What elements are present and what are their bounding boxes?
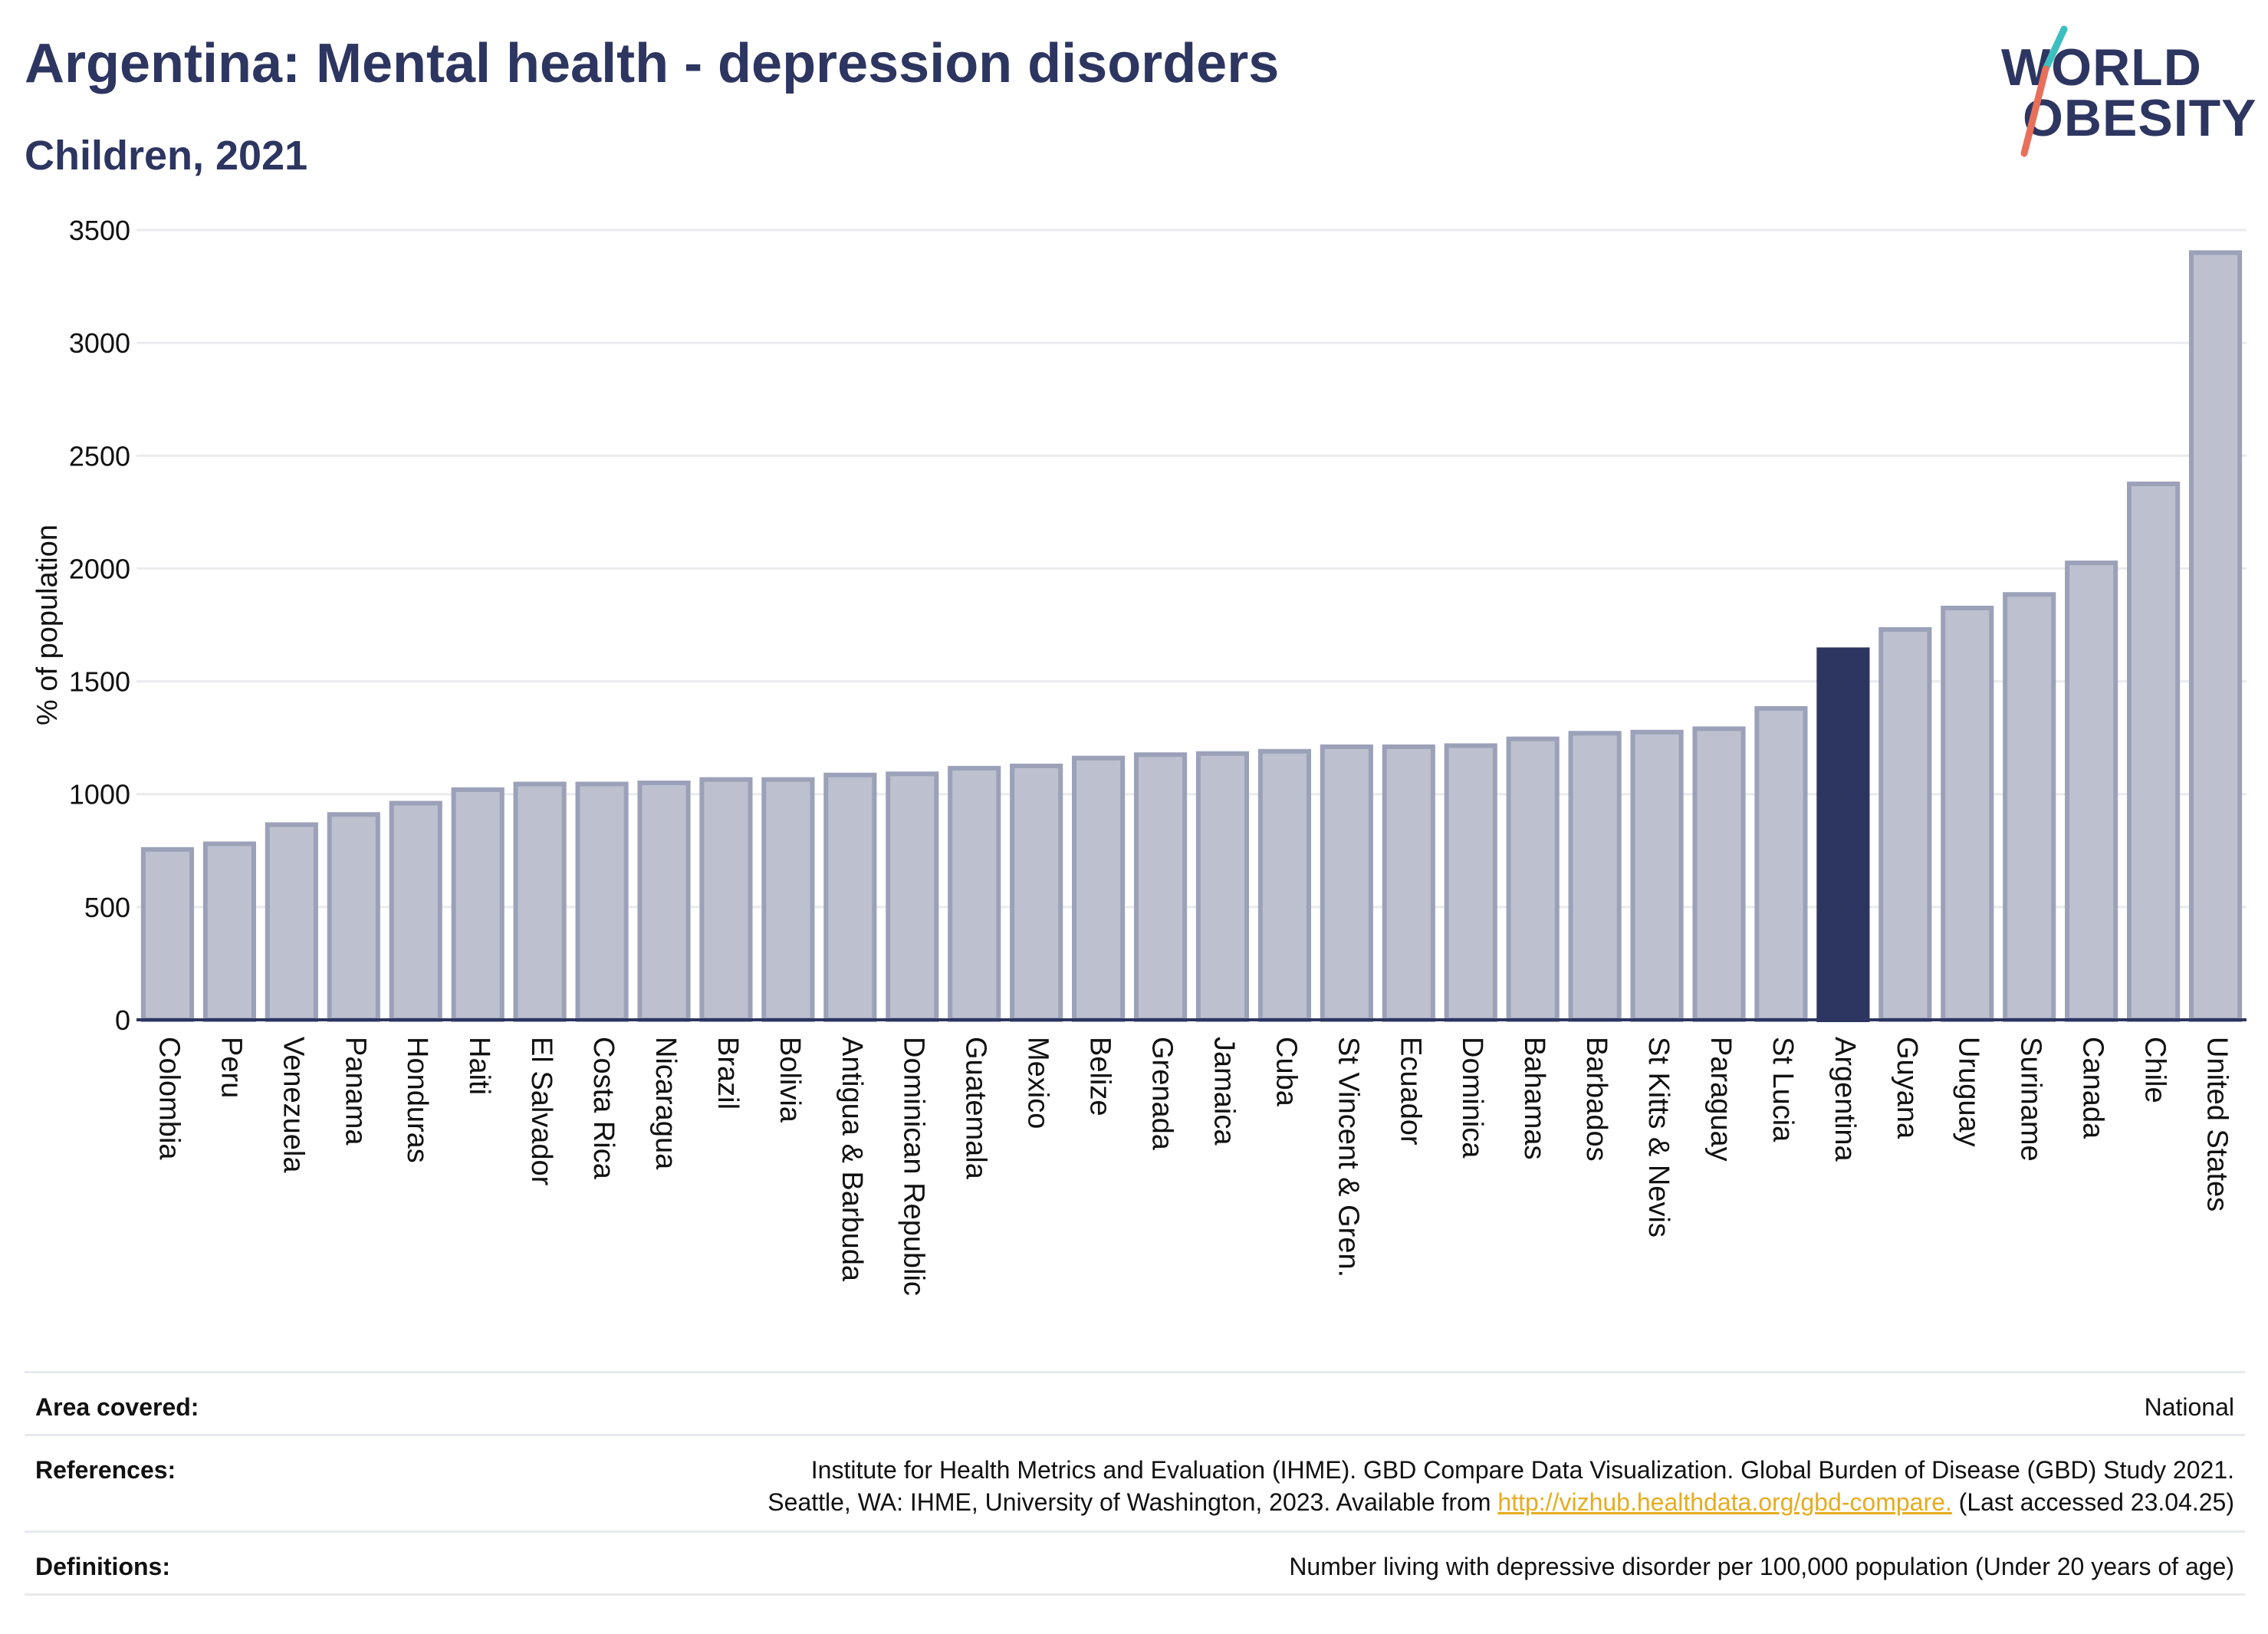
- x-tick-label: Chile: [2139, 1037, 2171, 1103]
- references-link[interactable]: http://vizhub.healthdata.org/gbd-compare…: [1497, 1488, 1952, 1516]
- x-tick-label: Ecuador: [1394, 1037, 1426, 1146]
- bar: [1320, 744, 1373, 1023]
- bar: [761, 777, 815, 1022]
- x-tick-label: Guyana: [1891, 1037, 1923, 1139]
- x-tick-label: Cuba: [1270, 1037, 1302, 1107]
- x-tick-label: Guatemala: [960, 1037, 992, 1180]
- x-tick-label: Bolivia: [774, 1037, 806, 1123]
- bar: [637, 781, 691, 1022]
- x-tick-label: Brazil: [712, 1037, 744, 1110]
- bar: [451, 787, 505, 1022]
- x-tick-label: El Salvador: [525, 1037, 557, 1186]
- y-tick-label: 2500: [69, 440, 130, 472]
- area-covered-label: Area covered:: [35, 1393, 199, 1421]
- logo-line-2: OBESITY: [2023, 89, 2257, 147]
- logo-slash-icon: [2020, 25, 2068, 157]
- bar-chart: 0 500 1000 1500 2000 2500 3000 3500 % of populat…: [31, 215, 2247, 1296]
- bar: [886, 771, 939, 1022]
- references-line-2: Seattle, WA: IHME, University of Washing…: [768, 1488, 2234, 1517]
- x-tick-label: Paraguay: [1704, 1037, 1737, 1162]
- x-tick-label: Peru: [215, 1037, 247, 1098]
- bar: [1941, 605, 1994, 1022]
- bar: [1444, 743, 1497, 1022]
- x-tick-label: Dominican Republic: [898, 1037, 930, 1296]
- x-tick-label: Mexico: [1022, 1037, 1054, 1129]
- bar: [202, 841, 256, 1023]
- bar: [265, 822, 318, 1023]
- references-accessed: (Last accessed 23.04.25): [1958, 1488, 2234, 1516]
- y-tick-label: 3500: [69, 215, 130, 246]
- table-bottom-rule: [25, 1593, 2245, 1596]
- bar: [948, 765, 1001, 1022]
- x-tick-label: Costa Rica: [587, 1037, 620, 1180]
- y-tick-label: 500: [84, 892, 130, 923]
- bar: [389, 801, 442, 1022]
- bar: [1382, 744, 1435, 1023]
- bar: [2188, 250, 2243, 1022]
- x-tick-label: St Vincent & Gren.: [1332, 1037, 1364, 1277]
- x-tick-label: Bahamas: [1518, 1037, 1550, 1160]
- chart-subtitle: Children, 2021: [25, 133, 308, 179]
- bar: [1754, 705, 1808, 1023]
- chart-title: Argentina: Mental health - depression di…: [25, 33, 1280, 94]
- definitions-row: Definitions: Number living with depressi…: [25, 1530, 2245, 1596]
- bar: [823, 772, 877, 1022]
- bar: [513, 781, 567, 1022]
- bar: [1630, 729, 1684, 1022]
- bar: [1195, 751, 1250, 1022]
- x-tick-label: Jamaica: [1208, 1037, 1240, 1146]
- y-tick-label: 2000: [69, 553, 130, 584]
- bar: [140, 847, 195, 1022]
- bar: [575, 781, 629, 1022]
- logo-line-1: WORLD: [2001, 38, 2202, 97]
- bar: [2127, 482, 2181, 1023]
- definitions-value: Number living with depressive disorder p…: [1289, 1553, 2234, 1580]
- x-tick-label: Panama: [339, 1037, 371, 1146]
- bar: [1568, 731, 1622, 1022]
- x-tick-label: Grenada: [1146, 1037, 1178, 1151]
- x-tick-label: Suriname: [2015, 1037, 2047, 1162]
- x-tick-label: Haiti: [463, 1037, 495, 1095]
- area-covered-value: National: [2144, 1393, 2234, 1421]
- x-tick-label: Argentina: [1829, 1037, 1861, 1162]
- bar: [1072, 755, 1126, 1023]
- x-tick-label: United States: [2201, 1037, 2233, 1212]
- bar: [2003, 592, 2056, 1022]
- x-tick-label: St Kitts & Nevis: [1642, 1037, 1675, 1238]
- references-row: References: Institute for Health Metrics…: [25, 1434, 2245, 1533]
- y-axis-label: % of population: [31, 524, 64, 725]
- bar: [1692, 726, 1746, 1022]
- x-tick-label: St Lucia: [1767, 1037, 1799, 1142]
- y-tick-label: 1500: [69, 666, 130, 698]
- y-tick-label: 3000: [69, 327, 130, 359]
- definitions-label: Definitions:: [35, 1553, 170, 1580]
- bar: [1010, 763, 1063, 1023]
- bar: [1133, 752, 1188, 1022]
- x-tick-label: Colombia: [153, 1037, 185, 1160]
- x-tick-label: Belize: [1084, 1037, 1116, 1116]
- bar: [1506, 736, 1560, 1022]
- bar: [1878, 626, 1932, 1023]
- x-tick-label: Barbados: [1580, 1037, 1612, 1162]
- x-tick-label: Canada: [2077, 1037, 2109, 1139]
- bar-highlight: [1816, 647, 1870, 1022]
- bar: [1257, 748, 1311, 1022]
- references-line-1: Institute for Health Metrics and Evaluat…: [810, 1456, 2234, 1484]
- area-covered-row: Area covered: National: [25, 1371, 2245, 1436]
- references-label: References:: [35, 1456, 176, 1484]
- bar: [2065, 561, 2118, 1023]
- references-line-2-text: Seattle, WA: IHME, University of Washing…: [768, 1488, 1491, 1516]
- bar: [699, 777, 753, 1022]
- x-tick-label: Venezuela: [277, 1037, 309, 1173]
- x-tick-label: Antigua & Barbuda: [836, 1037, 868, 1282]
- x-tick-label: Dominica: [1456, 1037, 1488, 1159]
- bar: [327, 812, 380, 1022]
- y-tick-label: 0: [115, 1004, 130, 1036]
- world-obesity-logo: WORLD OBESITY: [2001, 23, 2257, 161]
- x-tick-label: Uruguay: [1953, 1037, 1985, 1147]
- x-tick-label: Honduras: [401, 1037, 433, 1163]
- y-tick-label: 1000: [69, 779, 130, 810]
- x-tick-label: Nicaragua: [649, 1037, 682, 1170]
